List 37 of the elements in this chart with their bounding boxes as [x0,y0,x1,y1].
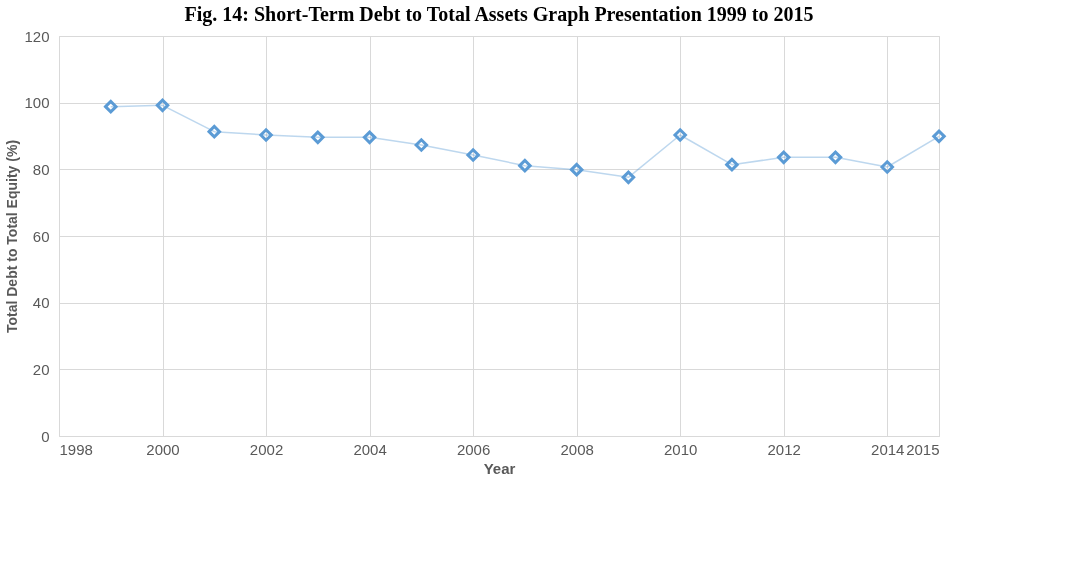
x-tick-label: 2006 [456,440,491,458]
y-tick-label: 60 [32,227,50,245]
point [673,128,687,142]
point [362,130,377,145]
x-tick-label: 2002 [249,440,284,458]
point [104,99,118,114]
point [621,170,636,185]
point [569,162,584,177]
x-axis-title: Year [483,459,516,477]
point [518,158,532,173]
point [259,128,273,142]
y-tick-label: 40 [32,294,50,312]
point [776,150,791,165]
point [155,98,170,113]
x-tick-label: 2004 [353,440,387,458]
point [828,150,843,165]
x-tick-label: 2000 [146,440,180,458]
point [932,129,946,144]
y-tick-label: 80 [32,160,50,178]
x-tick-label: 1998 [59,440,93,458]
chart-title: Fig. 14: Short-Term Debt to Total Assets Graph Presentation 1999 to 2015 [184,3,814,26]
point [466,148,480,162]
point [414,138,429,152]
y-tick-label: 0 [41,427,50,445]
point [311,130,325,145]
point [725,157,739,172]
y-tick-label: 20 [32,360,50,378]
x-tick-label: 2012 [767,440,801,458]
y-axis-title: Total Debt to Total Equity (%) [4,139,21,334]
x-tick-label: 2014 [871,440,905,458]
y-tick-label: 100 [24,94,50,112]
point [880,160,894,174]
y-tick-label: 120 [24,27,50,45]
x-tick-label: 2015 [906,440,940,458]
x-tick-label: 2010 [663,440,698,458]
point [207,124,222,139]
x-tick-label: 2008 [560,440,594,458]
